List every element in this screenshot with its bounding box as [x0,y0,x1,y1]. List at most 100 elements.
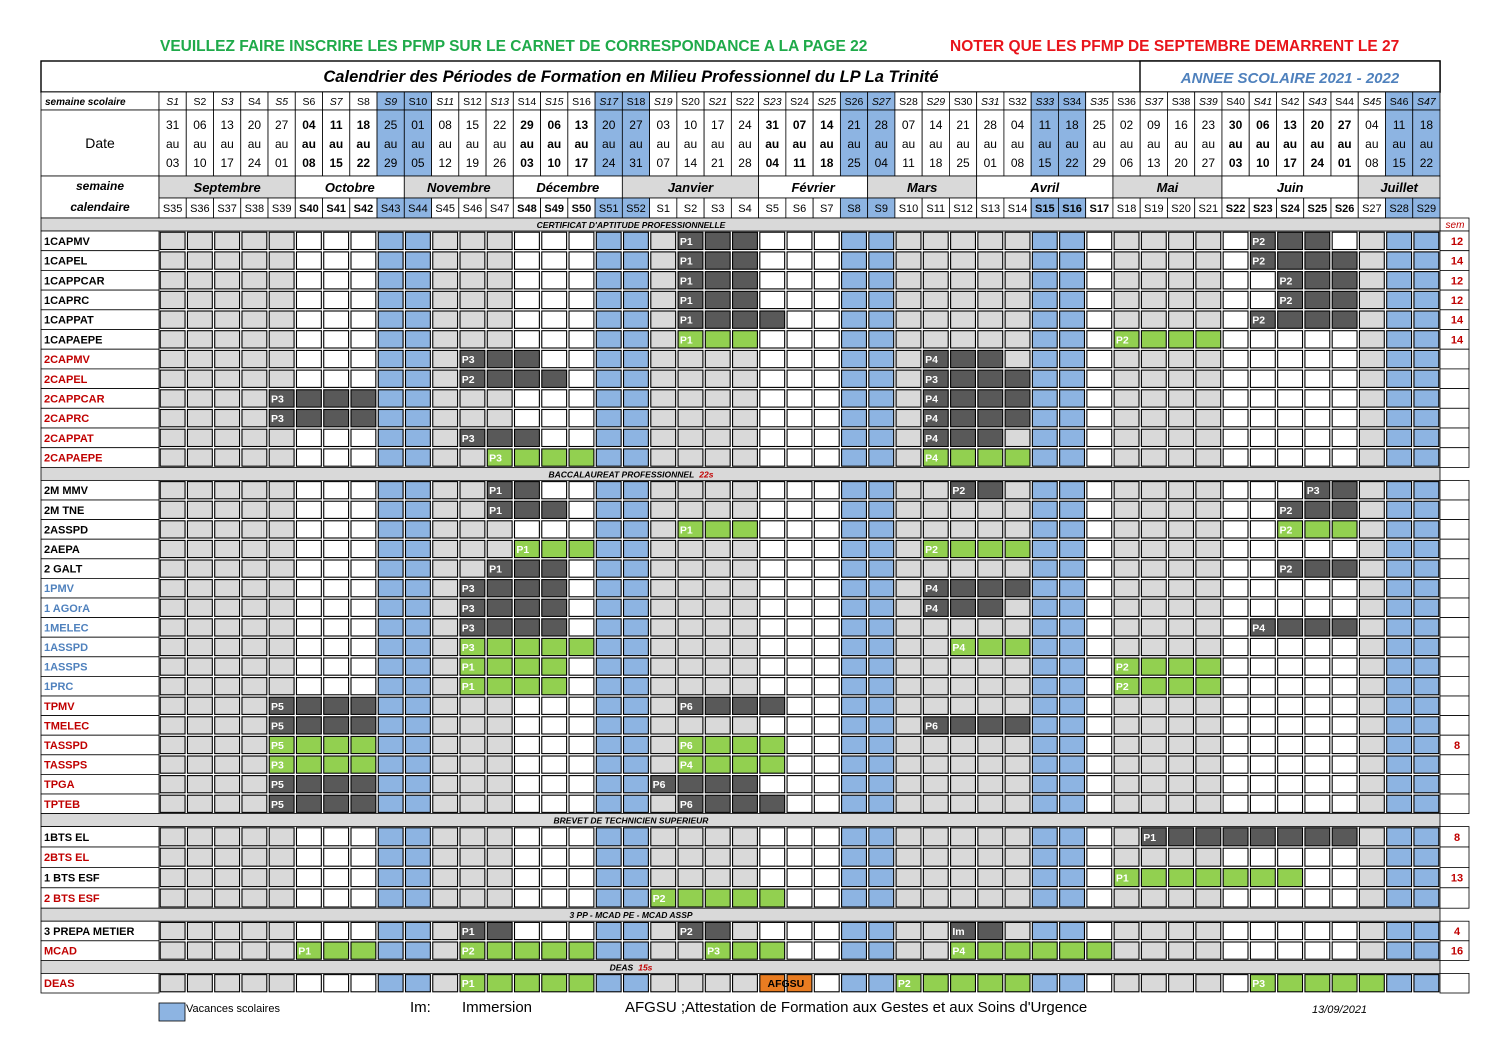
week-cell [459,677,486,696]
week-cell [513,330,540,349]
week-cell [813,310,840,329]
date-end: 29 [384,156,398,170]
week-cell [214,677,241,696]
period-label: P1 [489,485,502,497]
week-cell [841,539,867,559]
week-cell [1304,369,1331,388]
calendar-week-number: S15 [1035,203,1055,215]
week-cell [1386,408,1413,428]
week-cell [377,735,404,755]
week-cell [1331,868,1358,888]
week-cell [1277,539,1304,559]
month-name: Novembre [427,180,491,195]
week-cell [268,579,295,598]
week-cell [704,755,731,774]
week-cell [1086,716,1113,735]
week-cell [432,428,459,448]
week-cell [568,231,595,251]
week-cell [1059,755,1086,774]
week-cell [1031,677,1058,696]
week-cell [1059,539,1086,559]
week-cell [1004,520,1031,539]
week-cell [622,500,649,519]
week-cell [841,500,867,519]
week-cell [568,539,595,559]
week-cell [486,827,513,847]
week-cell [786,974,813,993]
date-end: 20 [1174,156,1188,170]
week-cell [350,271,377,290]
week-cell [323,559,350,578]
week-cell [1413,271,1440,290]
calendar-week-number: S22 [1226,203,1246,215]
period-label: P2 [1116,662,1129,674]
week-cell [350,696,377,715]
week-cell [513,310,540,329]
week-cell [1140,847,1167,867]
date-au: au [1256,137,1270,151]
school-week-number: S6 [302,96,315,108]
week-cell [1004,290,1031,310]
week-cell [1195,868,1222,888]
week-cell [377,520,404,539]
week-cell [650,349,677,369]
sem-cell [1439,846,1470,868]
week-cell [841,716,867,735]
week-cell [950,231,977,251]
week-cell [1004,755,1031,774]
week-cell [186,251,213,270]
week-cell [513,637,540,657]
week-cell [895,755,922,774]
week-cell [568,827,595,847]
week-cell [459,696,486,715]
week-cell [1195,520,1222,539]
week-cell [595,598,622,617]
week-cell [295,618,322,637]
week-cell [513,539,540,559]
week-cell [1168,448,1195,467]
week-cell [295,657,322,676]
week-cell [1059,481,1086,500]
week-cell [1249,735,1276,755]
calendar-week-number: S25 [1308,203,1328,215]
week-cell [541,755,568,774]
week-cell [459,794,486,813]
week-cell [704,598,731,617]
week-cell [922,559,949,578]
week-cell [1277,448,1304,467]
week-cell [295,448,322,467]
week-cell [1304,677,1331,696]
date-start: 06 [193,118,207,132]
period-label: P1 [489,564,502,576]
week-cell [813,775,840,794]
week-cell [268,847,295,867]
week-cell [1031,290,1058,310]
week-cell [377,637,404,657]
calendar-week-number: S13 [980,203,1000,215]
week-cell [159,408,186,428]
week-cell [1031,716,1058,735]
sem-value: 12 [1451,295,1463,307]
calendar-week-number: S45 [435,203,455,215]
week-cell [1086,657,1113,676]
week-cell [1331,775,1358,794]
week-cell [622,974,649,993]
week-cell [1004,735,1031,755]
week-cell [786,888,813,908]
date-au: au [248,137,261,151]
week-cell [650,677,677,696]
period-label: P4 [680,760,693,772]
week-cell [404,794,431,813]
calendar-week-number: S26 [1335,203,1355,215]
week-cell [677,330,704,349]
week-cell [377,827,404,847]
week-cell [677,921,704,941]
week-cell [1249,389,1276,408]
week-cell [650,520,677,539]
week-cell [622,755,649,774]
week-cell [513,868,540,888]
week-cell [1386,868,1413,888]
period-label: P4 [925,433,938,445]
class-name-cell [40,973,160,994]
week-cell [323,618,350,637]
